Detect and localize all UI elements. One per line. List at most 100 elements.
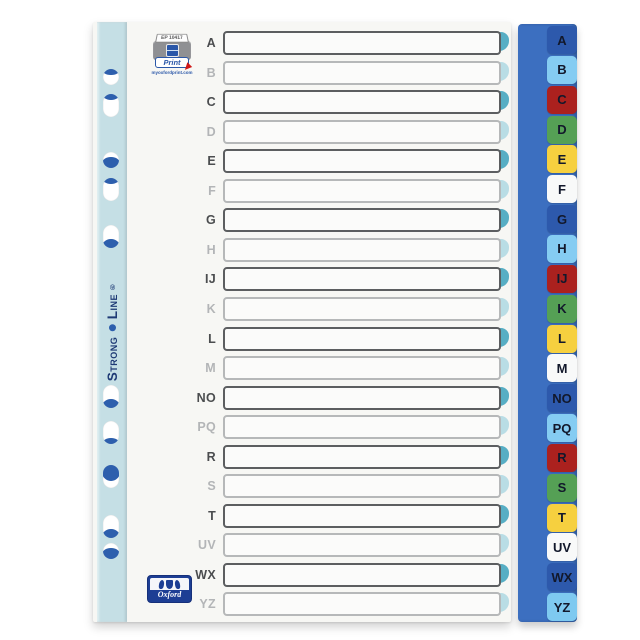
crest-shield-icon — [166, 579, 173, 589]
tab-rail — [518, 24, 577, 622]
punch-hole — [103, 543, 119, 559]
tab-label: D — [557, 122, 567, 138]
index-tab-D: D — [547, 115, 577, 144]
index-tab-B: B — [547, 55, 577, 84]
index-tab-NO: NO — [547, 384, 577, 413]
index-tab-R: R — [547, 443, 577, 472]
row-letter: C — [206, 95, 216, 110]
index-tab-WX: WX — [547, 563, 577, 592]
index-tab-A: A — [547, 26, 577, 54]
row-letter: T — [208, 508, 216, 523]
row-letter: R — [206, 449, 216, 464]
hole-shadow — [103, 438, 119, 444]
row-letter: D — [206, 124, 216, 139]
punch-hole — [103, 225, 119, 248]
tab-label: NO — [552, 390, 572, 406]
tab-label: M — [556, 360, 568, 376]
index-tab-H: H — [547, 234, 577, 263]
hole-shadow — [103, 94, 119, 100]
index-tab-IJ: IJ — [547, 264, 577, 293]
row-letter: YZ — [199, 597, 216, 612]
index-tab-YZ: YZ — [547, 593, 577, 622]
index-row: NO — [0, 385, 512, 410]
row-letter: K — [206, 301, 216, 316]
printer-chip-icon — [165, 44, 179, 57]
index-row: IJ — [0, 267, 512, 292]
index-row: M — [0, 356, 512, 381]
hole-shadow — [103, 157, 119, 168]
punch-hole — [103, 152, 119, 168]
row-letter: PQ — [197, 420, 216, 435]
punch-hole — [103, 515, 119, 538]
label-strip — [223, 296, 501, 321]
label-strip — [223, 444, 501, 469]
index-row: H — [0, 237, 512, 262]
label-strip — [223, 592, 501, 617]
index-tab-UV: UV — [547, 533, 577, 562]
label-strip — [223, 385, 501, 410]
print-website: myoxfordprint.com — [151, 70, 193, 75]
hole-shadow — [103, 548, 119, 559]
index-row: E — [0, 149, 512, 174]
index-row: C — [0, 90, 512, 115]
label-strip — [223, 267, 501, 292]
index-tab-G: G — [547, 205, 577, 234]
row-letter: A — [206, 36, 216, 50]
index-row: G — [0, 208, 512, 233]
row-letter: H — [206, 242, 216, 257]
tab-label: PQ — [552, 420, 572, 436]
index-tab-F: F — [547, 175, 577, 204]
tab-label: T — [558, 510, 566, 526]
index-tab-S: S — [547, 473, 577, 502]
label-strip — [223, 415, 501, 440]
label-strip — [223, 326, 501, 351]
print-logo: EP 10417 Print myoxfordprint.com — [146, 33, 198, 75]
row-letter: NO — [196, 390, 216, 405]
label-strip — [223, 562, 501, 587]
index-row: T — [0, 503, 512, 528]
index-row: WX — [0, 562, 512, 587]
oxford-logo-label: Oxford — [157, 590, 182, 599]
label-strip — [223, 356, 501, 381]
index-tab-M: M — [547, 354, 577, 383]
hole-shadow — [103, 239, 119, 248]
punch-hole — [103, 69, 119, 85]
row-letter: L — [208, 331, 216, 346]
tab-label: B — [557, 62, 567, 78]
punch-hole — [103, 465, 119, 488]
punch-hole — [103, 94, 119, 117]
index-row: PQ — [0, 415, 512, 440]
hole-shadow — [103, 399, 119, 408]
oxford-crest-icon — [150, 578, 189, 590]
label-strip — [223, 237, 501, 262]
punch-hole — [103, 178, 119, 201]
row-letter: F — [208, 183, 216, 198]
index-tab-C: C — [547, 85, 577, 114]
label-strip — [223, 149, 501, 174]
index-row: F — [0, 178, 512, 203]
index-row: YZ — [0, 592, 512, 617]
row-letter: B — [206, 65, 216, 80]
index-row: S — [0, 474, 512, 499]
label-strip — [223, 119, 501, 144]
punch-hole — [103, 421, 119, 444]
index-tab-E: E — [547, 145, 577, 174]
printer-icon — [153, 41, 191, 60]
row-letter: G — [205, 213, 216, 228]
tab-label: R — [557, 450, 567, 466]
tab-label: A — [557, 32, 567, 48]
tab-label: S — [557, 480, 567, 496]
row-letter: IJ — [204, 272, 216, 287]
tab-label: L — [558, 331, 566, 346]
row-letter: UV — [198, 538, 216, 553]
tab-label: YZ — [553, 599, 571, 615]
tab-label: G — [556, 211, 568, 227]
row-letter: M — [205, 361, 216, 376]
row-letter: S — [207, 479, 216, 494]
print-label: Print — [163, 58, 181, 67]
index-row: UV — [0, 533, 512, 558]
index-row: L — [0, 326, 512, 351]
index-tab-PQ: PQ — [547, 414, 577, 443]
label-strip — [223, 31, 501, 55]
